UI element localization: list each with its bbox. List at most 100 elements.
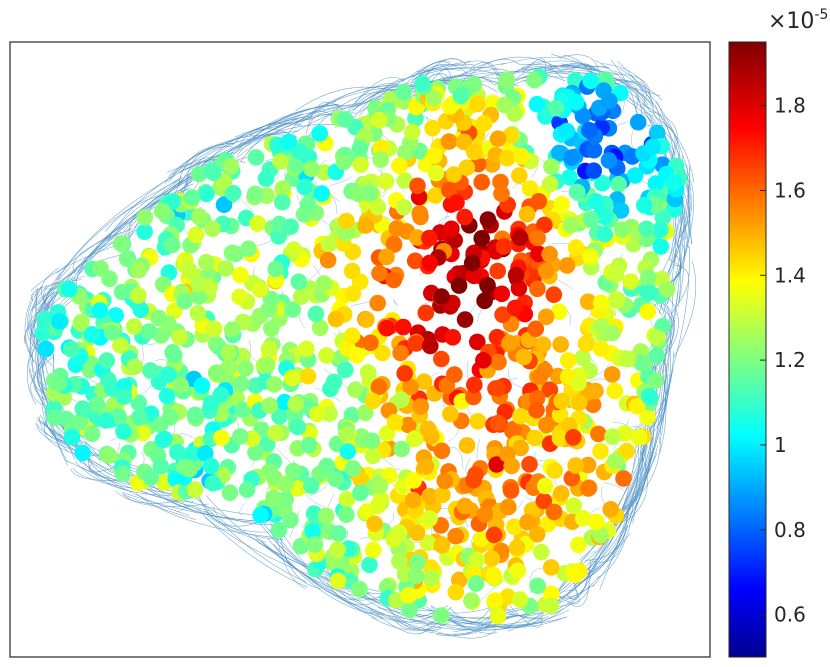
graph-node <box>176 458 193 476</box>
graph-node <box>321 405 338 422</box>
graph-edge <box>127 468 192 510</box>
graph-edge <box>510 65 594 75</box>
graph-node <box>493 185 510 202</box>
graph-node <box>274 193 291 211</box>
graph-node <box>421 510 438 527</box>
graph-node <box>358 311 375 328</box>
graph-node <box>489 130 507 147</box>
graph-edge <box>436 614 493 637</box>
graph-node <box>475 115 493 132</box>
graph-node <box>530 193 548 210</box>
graph-node <box>607 266 625 283</box>
graph-edge <box>613 70 654 106</box>
graph-node <box>415 373 433 391</box>
graph-node <box>529 229 546 247</box>
graph-node <box>272 153 289 170</box>
graph-node <box>74 444 91 462</box>
graph-edge <box>30 242 123 292</box>
graph-edge <box>205 517 320 579</box>
graph-node <box>61 280 78 298</box>
graph-node <box>402 378 419 396</box>
graph-node <box>339 443 357 460</box>
graph-node <box>592 526 609 544</box>
graph-node <box>361 556 378 574</box>
graph-edge <box>70 176 183 291</box>
graph-node <box>433 350 450 368</box>
graph-node <box>502 127 519 144</box>
graph-edge <box>57 177 183 281</box>
graph-node <box>465 76 483 93</box>
graph-node <box>270 521 288 539</box>
graph-node <box>577 335 595 353</box>
graph-node <box>512 147 530 165</box>
graph-node <box>207 364 225 382</box>
graph-node <box>197 445 214 462</box>
graph-node <box>176 292 193 310</box>
graph-node <box>396 365 414 382</box>
graph-node <box>563 469 581 487</box>
graph-node <box>510 280 528 297</box>
graph-node <box>406 252 424 270</box>
graph-node <box>465 388 482 406</box>
graph-node <box>466 376 483 394</box>
graph-node <box>125 318 143 335</box>
graph-edge <box>178 118 314 174</box>
graph-node <box>622 273 639 290</box>
graph-edge <box>610 60 638 120</box>
graph-node <box>186 406 204 424</box>
graph-edge <box>661 287 674 436</box>
graph-edge <box>585 531 626 561</box>
graph-edge <box>256 540 384 620</box>
graph-node <box>632 354 650 372</box>
graph-node <box>456 311 474 328</box>
graph-node <box>545 503 563 521</box>
graph-node <box>498 149 516 167</box>
graph-node <box>223 244 241 262</box>
graph-edge <box>257 520 388 594</box>
graph-node <box>189 305 207 322</box>
graph-node <box>344 285 362 303</box>
graph-node <box>299 367 317 385</box>
graph-node <box>247 444 264 461</box>
graph-node <box>452 87 470 105</box>
graph-node <box>366 515 383 533</box>
graph-node <box>266 376 283 393</box>
graph-edge <box>49 235 112 308</box>
graph-node <box>456 208 474 226</box>
graph-node <box>118 250 136 267</box>
graph-edge <box>65 459 118 484</box>
graph-node <box>640 269 657 286</box>
graph-node <box>503 457 520 475</box>
graph-edge <box>203 511 266 543</box>
graph-node <box>534 336 552 353</box>
graph-node <box>427 187 444 204</box>
graph-node <box>604 428 621 445</box>
graph-node <box>393 440 411 458</box>
graph-node <box>463 254 481 272</box>
graph-node <box>98 352 116 369</box>
graph-node <box>512 407 529 425</box>
graph-node <box>223 321 241 338</box>
graph-edge <box>312 571 439 612</box>
graph-edge <box>250 103 338 136</box>
colorbar-tick-label: 0.6 <box>774 603 806 627</box>
graph-node <box>574 107 592 125</box>
graph-node <box>408 524 426 542</box>
graph-node <box>336 111 354 128</box>
graph-node <box>337 361 354 379</box>
graph-node <box>473 173 491 191</box>
graph-node <box>249 215 266 232</box>
graph-node <box>213 429 230 447</box>
graph-node <box>201 278 219 296</box>
graph-node <box>505 518 523 536</box>
graph-node <box>237 360 254 377</box>
graph-node <box>455 133 473 151</box>
graph-node <box>298 340 315 358</box>
graph-node <box>658 281 676 298</box>
graph-node <box>596 208 614 225</box>
graph-node <box>543 585 560 603</box>
graph-edge <box>550 563 597 615</box>
graph-node <box>114 465 131 482</box>
graph-node <box>568 94 585 111</box>
graph-edge <box>240 114 303 162</box>
